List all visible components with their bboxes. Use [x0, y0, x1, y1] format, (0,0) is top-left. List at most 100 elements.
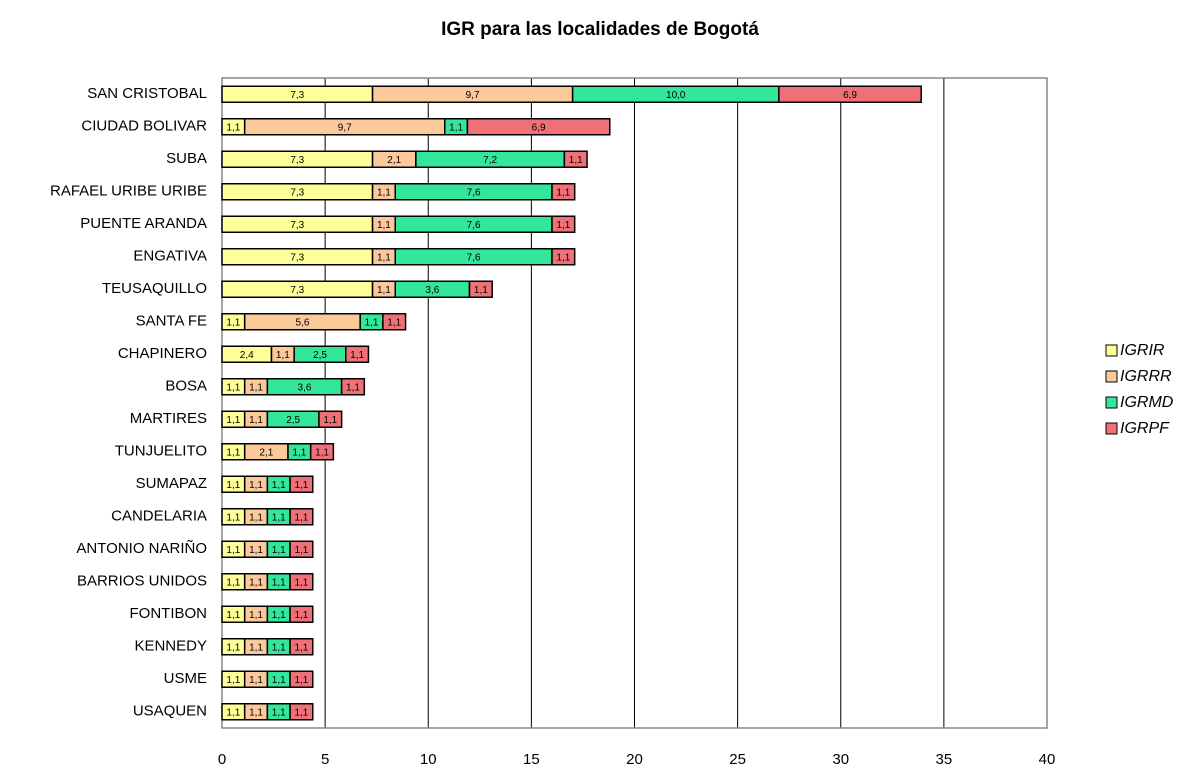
- data-label: 1,1: [226, 610, 240, 621]
- data-label: 6,9: [843, 90, 857, 101]
- data-label: 1,1: [226, 480, 240, 491]
- legend-label: IGRPF: [1120, 420, 1170, 437]
- data-label: 1,1: [474, 285, 488, 296]
- data-label: 1,1: [556, 187, 570, 198]
- data-label: 1,1: [377, 187, 391, 198]
- data-label: 1,1: [272, 642, 286, 653]
- data-label: 1,1: [294, 675, 308, 686]
- data-label: 1,1: [294, 577, 308, 588]
- data-label: 1,1: [226, 415, 240, 426]
- data-label: 1,1: [249, 707, 263, 718]
- data-label: 10,0: [666, 90, 686, 101]
- bar-segment: [289, 605, 314, 623]
- bar-segment: [345, 345, 370, 363]
- data-label: 1,1: [387, 317, 401, 328]
- y-tick-label: BARRIOS UNIDOS: [77, 573, 207, 590]
- data-label: 7,3: [290, 90, 304, 101]
- data-label: 1,1: [556, 252, 570, 263]
- bar-segment: [289, 573, 314, 591]
- data-label: 1,1: [294, 512, 308, 523]
- data-label: 1,1: [249, 545, 263, 556]
- data-label: 1,1: [249, 675, 263, 686]
- y-tick-label: CANDELARIA: [111, 508, 207, 525]
- data-label: 1,1: [226, 545, 240, 556]
- data-label: 1,1: [449, 122, 463, 133]
- data-label: 1,1: [226, 447, 240, 458]
- data-label: 2,5: [313, 350, 327, 361]
- y-tick-label: TUNJUELITO: [115, 443, 207, 460]
- data-label: 1,1: [249, 382, 263, 393]
- x-tick-label: 20: [626, 751, 643, 768]
- x-tick-label: 0: [218, 751, 226, 768]
- data-label: 1,1: [272, 610, 286, 621]
- bar-segment: [551, 215, 576, 233]
- data-label: 1,1: [272, 545, 286, 556]
- data-label: 1,1: [294, 480, 308, 491]
- data-label: 7,3: [290, 220, 304, 231]
- bar-segment: [382, 313, 407, 331]
- legend-swatch: [1105, 370, 1118, 383]
- bar-segment: [289, 540, 314, 558]
- x-tick-label: 40: [1039, 751, 1056, 768]
- y-tick-label: ENGATIVA: [133, 248, 207, 265]
- data-label: 1,1: [294, 610, 308, 621]
- data-label: 9,7: [466, 90, 480, 101]
- data-label: 1,1: [272, 675, 286, 686]
- y-tick-label: SANTA FE: [136, 313, 207, 330]
- data-label: 2,1: [387, 155, 401, 166]
- data-label: 1,1: [272, 707, 286, 718]
- data-label: 7,2: [483, 155, 497, 166]
- data-label: 1,1: [350, 350, 364, 361]
- bar-segment: [289, 475, 314, 493]
- data-label: 2,4: [240, 350, 254, 361]
- legend-label: IGRIR: [1120, 342, 1165, 359]
- data-label: 3,6: [425, 285, 439, 296]
- y-tick-label: USAQUEN: [133, 703, 207, 720]
- x-tick-label: 25: [729, 751, 746, 768]
- data-label: 7,3: [290, 155, 304, 166]
- y-tick-label: MARTIRES: [130, 410, 207, 427]
- data-label: 1,1: [294, 707, 308, 718]
- legend-label: IGRRR: [1120, 368, 1172, 385]
- bar-segment: [289, 670, 314, 688]
- y-tick-label: FONTIBON: [130, 605, 208, 622]
- legend-swatch: [1105, 396, 1118, 409]
- data-label: 1,1: [276, 350, 290, 361]
- data-label: 3,6: [298, 382, 312, 393]
- y-tick-label: SUMAPAZ: [136, 475, 207, 492]
- data-label: 1,1: [226, 122, 240, 133]
- data-label: 1,1: [249, 480, 263, 491]
- data-label: 1,1: [365, 317, 379, 328]
- data-label: 1,1: [377, 220, 391, 231]
- data-label: 1,1: [292, 447, 306, 458]
- bar-segment: [340, 378, 366, 396]
- data-label: 1,1: [226, 707, 240, 718]
- data-label: 1,1: [272, 480, 286, 491]
- y-tick-label: TEUSAQUILLO: [102, 280, 207, 297]
- bar-segment: [778, 85, 922, 103]
- x-tick-label: 30: [832, 751, 849, 768]
- legend-swatch: [1105, 344, 1118, 357]
- y-tick-label: ANTONIO NARIÑO: [76, 540, 207, 557]
- y-tick-label: KENNEDY: [134, 638, 207, 655]
- data-label: 7,6: [467, 252, 481, 263]
- bar-segment: [289, 508, 314, 526]
- data-label: 1,1: [294, 642, 308, 653]
- y-tick-label: BOSA: [165, 378, 207, 395]
- data-label: 1,1: [226, 675, 240, 686]
- data-label: 1,1: [346, 382, 360, 393]
- bar-segment: [551, 248, 576, 266]
- data-label: 6,9: [532, 122, 546, 133]
- bar-segment: [466, 118, 611, 136]
- data-label: 1,1: [377, 252, 391, 263]
- data-label: 1,1: [226, 317, 240, 328]
- y-tick-label: USME: [164, 670, 207, 687]
- y-tick-label: PUENTE ARANDA: [80, 215, 207, 232]
- bar-segment: [289, 703, 314, 721]
- bar-segment: [309, 443, 335, 461]
- data-label: 1,1: [226, 577, 240, 588]
- x-tick-label: 35: [936, 751, 953, 768]
- y-tick-label: CHAPINERO: [118, 345, 207, 362]
- bar-segment: [551, 183, 576, 201]
- data-label: 1,1: [249, 610, 263, 621]
